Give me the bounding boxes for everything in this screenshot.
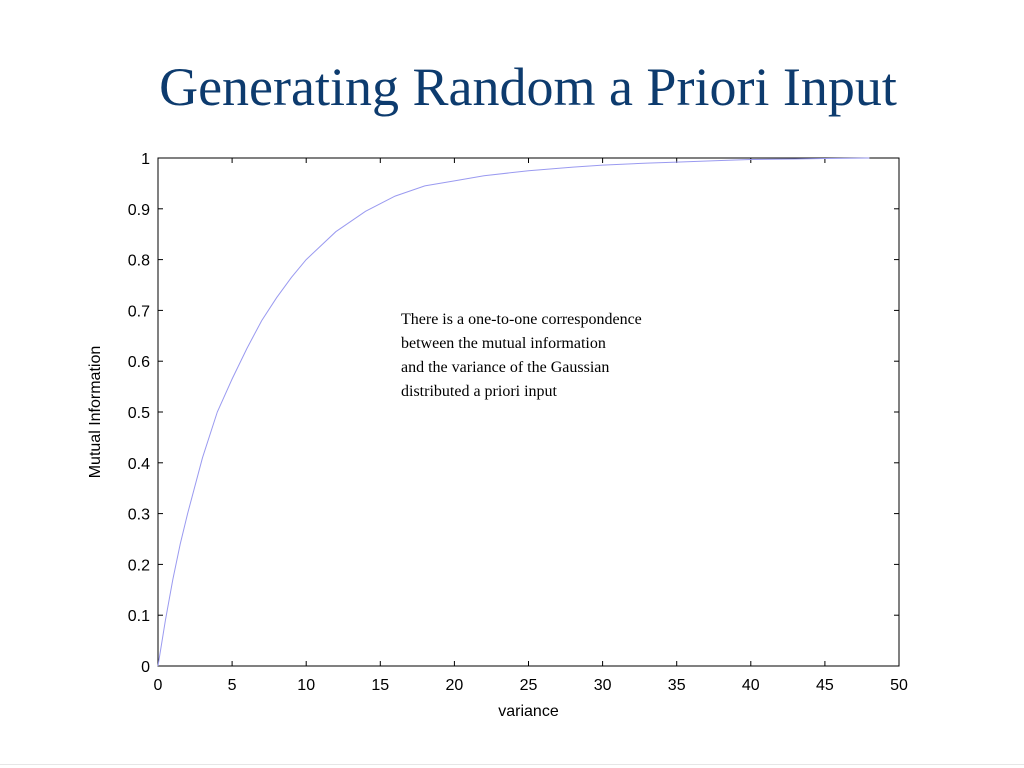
y-tick-label: 0.5 bbox=[128, 405, 150, 422]
footer-divider bbox=[0, 764, 1024, 765]
y-tick-label: 0.8 bbox=[128, 253, 150, 270]
y-tick-label: 0.7 bbox=[128, 303, 150, 320]
y-tick-label: 1 bbox=[141, 151, 150, 168]
y-tick-label: 0 bbox=[141, 659, 150, 676]
annotation-line: between the mutual information bbox=[401, 335, 606, 352]
x-tick-label: 25 bbox=[520, 677, 538, 694]
x-tick-label: 0 bbox=[154, 677, 163, 694]
x-tick-label: 15 bbox=[371, 677, 389, 694]
x-tick-label: 20 bbox=[446, 677, 464, 694]
series-line bbox=[157, 157, 870, 667]
y-tick-label: 0.3 bbox=[128, 507, 150, 524]
slide-title: Generating Random a Priori Input bbox=[159, 57, 897, 117]
x-tick-label: 30 bbox=[594, 677, 612, 694]
annotation-line: There is a one-to-one correspondence bbox=[401, 311, 642, 328]
plot-frame bbox=[157, 157, 900, 667]
y-tick-label: 0.4 bbox=[128, 456, 150, 473]
chart-annotation: There is a one-to-one correspondence bet… bbox=[401, 308, 642, 404]
x-tick-label: 35 bbox=[668, 677, 686, 694]
x-tick-label: 10 bbox=[297, 677, 315, 694]
x-tick-label: 40 bbox=[742, 677, 760, 694]
x-axis-label: variance bbox=[498, 703, 559, 720]
y-axis-label: Mutual Information bbox=[87, 346, 104, 479]
y-tick-label: 0.1 bbox=[128, 608, 150, 625]
y-tick-label: 0.6 bbox=[128, 354, 150, 371]
x-tick-label: 45 bbox=[816, 677, 834, 694]
annotation-line: and the variance of the Gaussian bbox=[401, 359, 610, 376]
y-tick-label: 0.2 bbox=[128, 557, 150, 574]
x-tick-label: 50 bbox=[890, 677, 908, 694]
x-tick-label: 5 bbox=[228, 677, 237, 694]
annotation-line: distributed a priori input bbox=[401, 383, 557, 400]
y-tick-label: 0.9 bbox=[128, 202, 150, 219]
